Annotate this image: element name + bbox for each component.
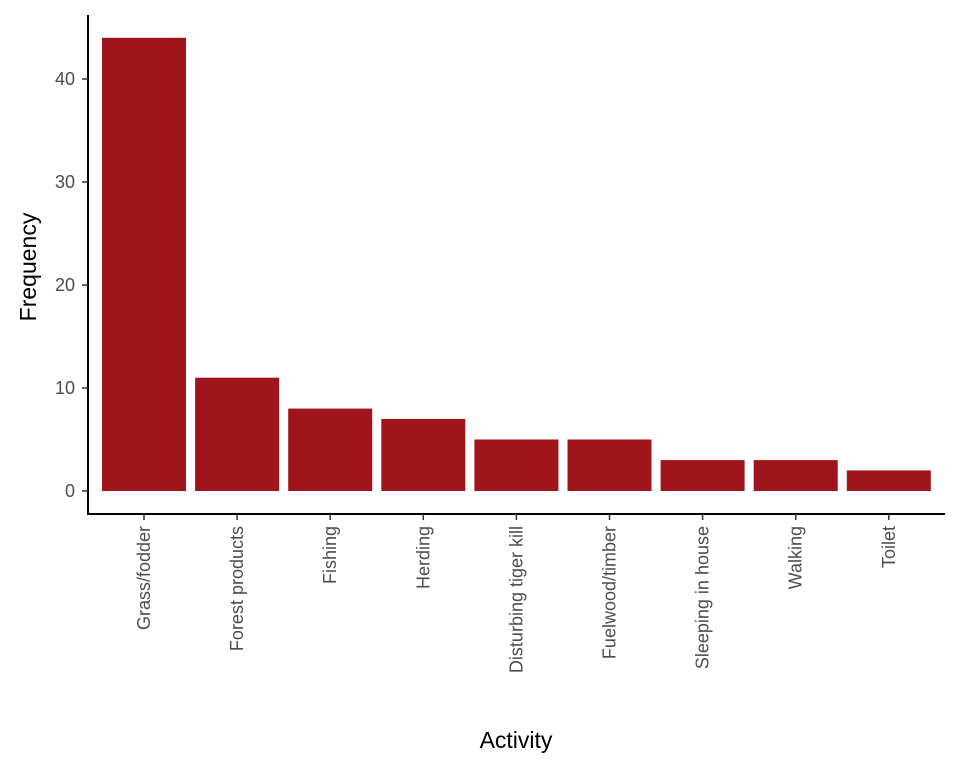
bars: [102, 37, 931, 492]
y-tick-label: 40: [55, 69, 75, 89]
x-tick-label: Fuelwood/timber: [600, 526, 620, 659]
y-tick-label: 20: [55, 275, 75, 295]
y-ticks: 0 10 20 30 40: [55, 69, 88, 501]
bar: [567, 439, 652, 491]
x-tick-label: Disturbing tiger kill: [506, 526, 526, 673]
x-tick-label: Forest products: [227, 526, 247, 651]
y-tick-label: 0: [65, 481, 75, 501]
y-tick-label: 10: [55, 378, 75, 398]
x-tick-label: Fishing: [320, 526, 340, 584]
x-ticks: Grass/fodder Forest products Fishing Herdin…: [134, 514, 899, 673]
bar: [753, 460, 838, 491]
x-tick-label: Toilet: [879, 526, 899, 568]
bar: [660, 460, 745, 491]
x-axis-title: Activity: [480, 727, 553, 753]
bar: [474, 439, 559, 491]
bar: [102, 37, 186, 492]
x-tick-label: Grass/fodder: [134, 526, 154, 630]
y-tick-label: 30: [55, 172, 75, 192]
bar: [846, 470, 931, 491]
x-tick-label: Walking: [786, 526, 806, 589]
y-axis-title: Frequency: [15, 212, 41, 321]
x-tick-label: Sleeping in house: [693, 526, 713, 669]
bar: [288, 408, 373, 491]
bar: [381, 418, 466, 491]
x-tick-label: Herding: [413, 526, 433, 589]
bar: [195, 377, 280, 491]
